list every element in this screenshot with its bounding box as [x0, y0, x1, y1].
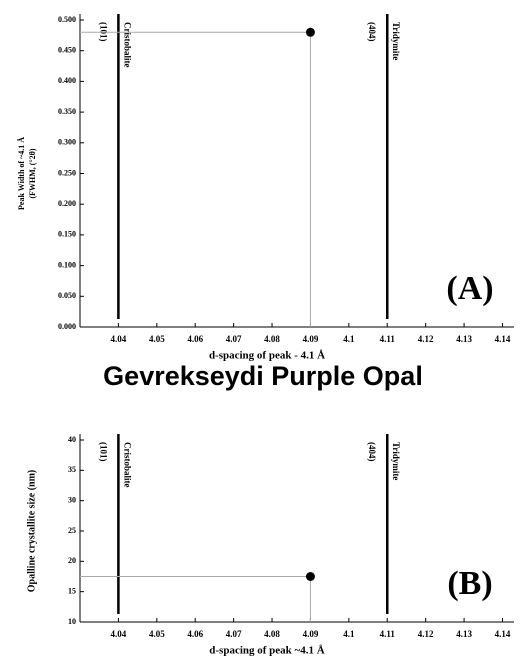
y-tick-label: 30	[68, 495, 76, 504]
reference-label: Cristobalite	[122, 442, 132, 488]
reference-hkl: (101)	[98, 22, 108, 42]
x-tick-label: 4.09	[303, 334, 319, 344]
y-tick-label: 25	[68, 526, 76, 535]
y-tick-label: 0.350	[58, 107, 76, 116]
y-tick-label: 0.500	[58, 15, 76, 24]
y-tick-label: 0.100	[58, 260, 76, 269]
x-tick-label: 4.08	[264, 629, 280, 639]
data-point	[305, 27, 315, 37]
reference-hkl: (404)	[367, 442, 377, 462]
x-tick-label: 4.14	[495, 334, 511, 344]
y-axis-label: (FWHM, (°2θ)	[28, 148, 37, 198]
y-tick-label: 20	[68, 556, 76, 565]
x-tick-label: 4.07	[226, 334, 242, 344]
reference-label: Tridymite	[391, 22, 401, 60]
panel-label: (A)	[446, 270, 493, 307]
x-tick-label: 4.1	[343, 629, 355, 639]
x-tick-label: 4.12	[418, 334, 434, 344]
x-tick-label: 4.1	[343, 334, 355, 344]
y-tick-label: 35	[68, 465, 76, 474]
y-tick-label: 0.400	[58, 76, 76, 85]
y-tick-label: 0.150	[58, 230, 76, 239]
x-tick-label: 4.11	[380, 629, 396, 639]
x-axis-label: d-spacing of peak - 4.1 Å	[209, 350, 325, 362]
data-point	[305, 572, 315, 581]
y-axis-label: Opalline crystallite size (nm)	[26, 470, 37, 592]
y-tick-label: 0.200	[58, 199, 76, 208]
panel-label: (B)	[447, 565, 492, 602]
x-tick-label: 4.06	[187, 334, 203, 344]
x-tick-label: 4.14	[495, 629, 511, 639]
x-tick-label: 4.05	[149, 334, 165, 344]
x-axis-label: d-spacing of peak ~4.1 Å	[209, 645, 324, 657]
y-tick-label: 10	[68, 617, 76, 626]
y-tick-label: 0.000	[58, 322, 76, 331]
x-tick-label: 4.12	[418, 629, 434, 639]
x-tick-label: 4.09	[303, 629, 319, 639]
y-tick-label: 0.050	[58, 291, 76, 300]
x-tick-label: 4.04	[111, 334, 127, 344]
x-tick-label: 4.11	[380, 334, 396, 344]
x-tick-label: 4.13	[456, 629, 472, 639]
figure-title: Gevrekseydi Purple Opal	[103, 361, 423, 391]
y-tick-label: 15	[68, 586, 76, 595]
y-axis-label: Peak Width of ~4.1 Å	[17, 137, 26, 210]
x-tick-label: 4.07	[226, 629, 242, 639]
x-tick-label: 4.13	[456, 334, 472, 344]
x-tick-label: 4.04	[111, 629, 127, 639]
y-tick-label: 40	[68, 435, 76, 444]
reference-hkl: (404)	[367, 22, 377, 42]
x-tick-label: 4.05	[149, 629, 165, 639]
reference-label: Cristobalite	[122, 22, 132, 67]
reference-label: Tridymite	[391, 442, 401, 480]
y-tick-label: 0.300	[58, 138, 76, 147]
y-tick-label: 0.450	[58, 46, 76, 55]
x-tick-label: 4.08	[264, 334, 280, 344]
x-tick-label: 4.06	[187, 629, 203, 639]
y-tick-label: 0.250	[58, 168, 76, 177]
reference-hkl: (101)	[98, 442, 108, 462]
